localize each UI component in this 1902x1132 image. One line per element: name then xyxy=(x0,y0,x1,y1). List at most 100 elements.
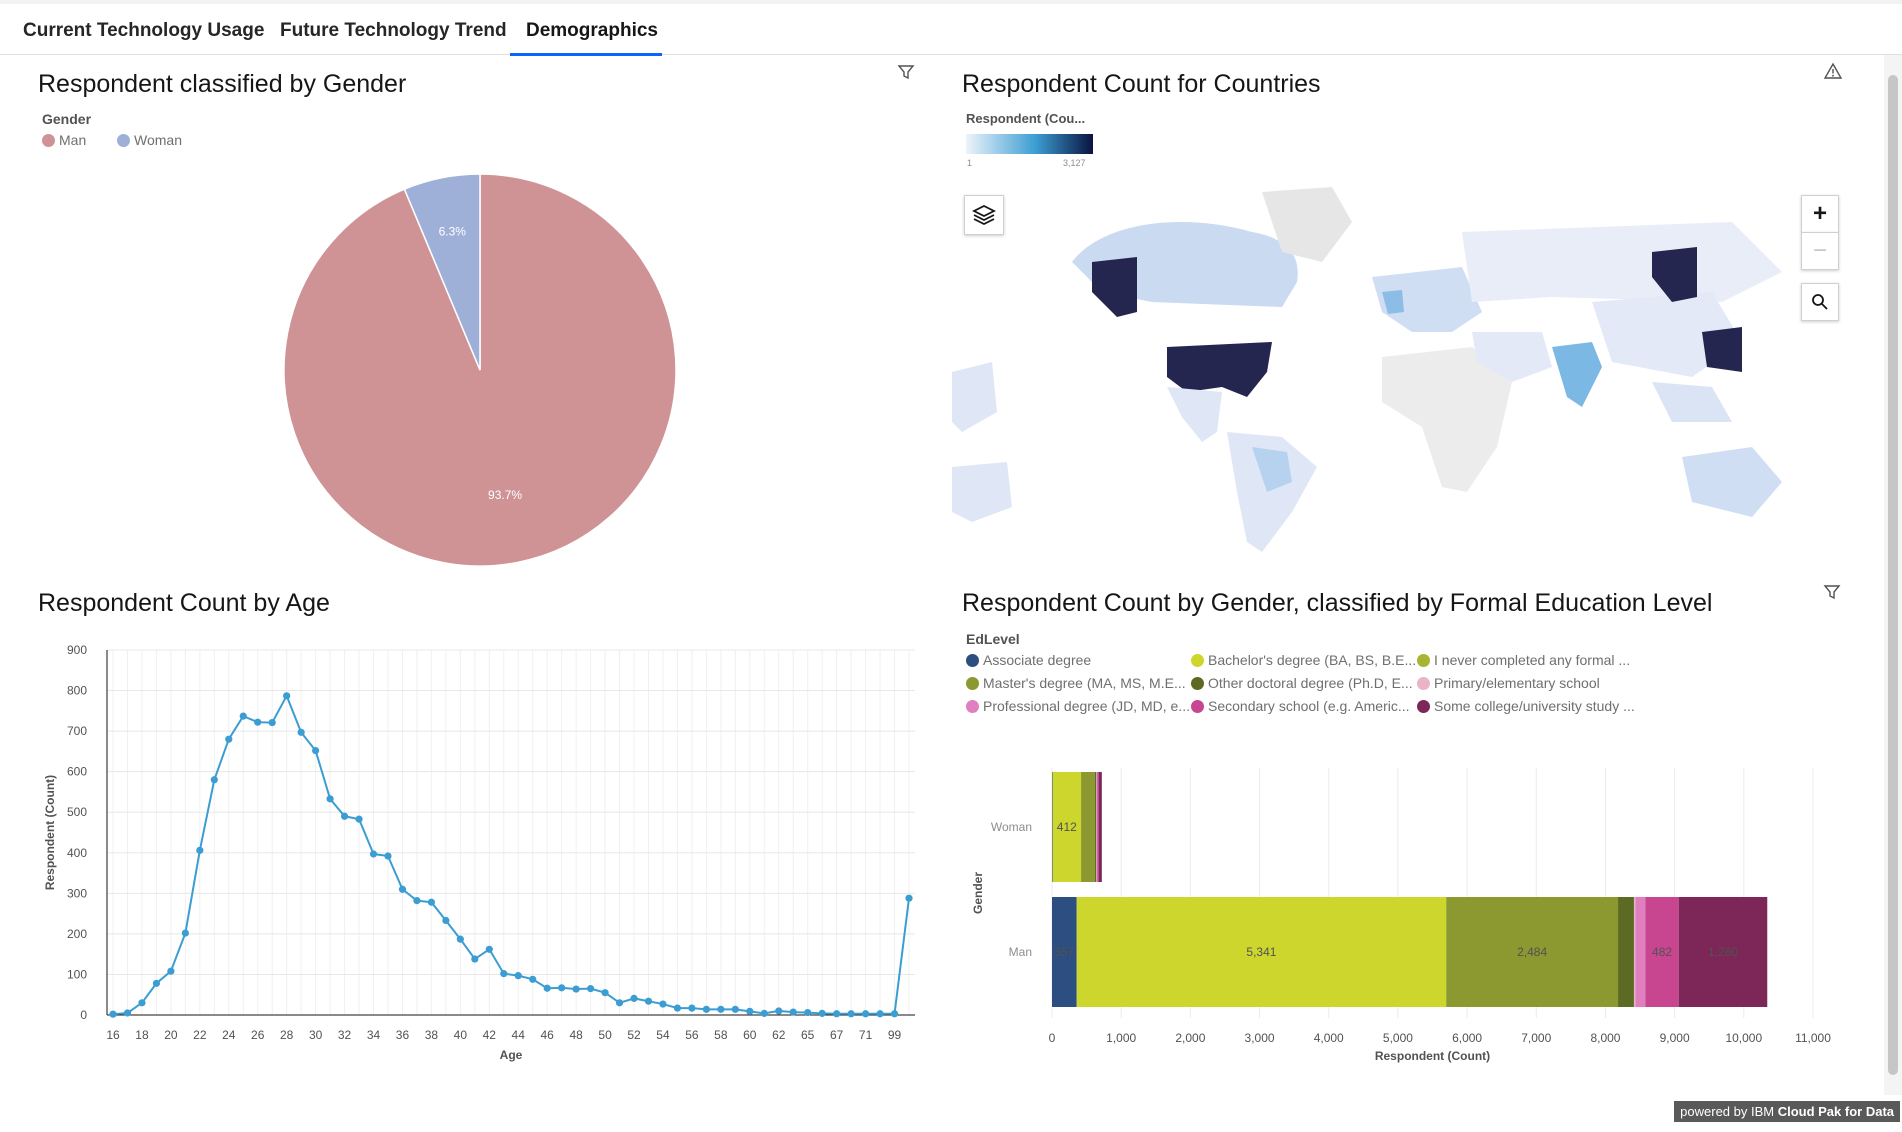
tab-future-technology-trend[interactable]: Future Technology Trend xyxy=(280,20,507,42)
x-tick-label: 42 xyxy=(483,1028,497,1042)
age-data-point xyxy=(732,1006,739,1013)
edu-chart-title: Respondent Count by Gender, classified b… xyxy=(962,589,1712,618)
x-tick-label: 20 xyxy=(164,1028,178,1042)
age-data-point xyxy=(659,1000,666,1007)
y-tick-label: 100 xyxy=(67,967,87,981)
age-data-point xyxy=(283,692,290,699)
active-tab-indicator xyxy=(510,53,662,56)
map-layers-button[interactable] xyxy=(964,195,1004,235)
age-data-point xyxy=(645,998,652,1005)
legend-item-edlevel[interactable]: Some college/university study ... xyxy=(1417,698,1635,714)
region-usa-wrap xyxy=(1702,327,1742,372)
age-data-point xyxy=(211,776,218,783)
x-tick-label: 8,000 xyxy=(1590,1031,1620,1045)
legend-swatch xyxy=(1191,700,1204,713)
y-axis-title: Gender xyxy=(971,872,985,914)
legend-swatch xyxy=(966,654,979,667)
age-data-point xyxy=(717,1006,724,1013)
legend-item-edlevel[interactable]: Bachelor's degree (BA, BS, B.E... xyxy=(1191,652,1416,668)
age-data-point xyxy=(688,1005,695,1012)
legend-item-edlevel[interactable]: Other doctoral degree (Ph.D, E... xyxy=(1191,675,1413,691)
legend-swatch xyxy=(966,677,979,690)
age-data-point xyxy=(544,985,551,992)
x-tick-label: 60 xyxy=(743,1028,757,1042)
tab-current-technology-usage[interactable]: Current Technology Usage xyxy=(23,20,264,42)
minus-icon: − xyxy=(1813,237,1827,265)
age-data-point xyxy=(124,1009,131,1016)
y-tick-label: 0 xyxy=(80,1008,87,1022)
legend-swatch xyxy=(1417,700,1430,713)
age-data-point xyxy=(848,1010,855,1017)
gender-legend-title: Gender xyxy=(42,111,91,127)
y-tick-label: 200 xyxy=(67,927,87,941)
tab-demographics[interactable]: Demographics xyxy=(526,20,658,42)
age-data-point xyxy=(442,917,449,924)
bar-segment xyxy=(1099,772,1102,882)
x-axis-title: Age xyxy=(500,1048,523,1062)
legend-item-edlevel[interactable]: Primary/elementary school xyxy=(1417,675,1600,691)
bar-segment xyxy=(1052,772,1053,882)
x-tick-label: 24 xyxy=(222,1028,236,1042)
legend-item-edlevel[interactable]: Professional degree (JD, MD, e... xyxy=(966,698,1190,714)
map-search-button[interactable] xyxy=(1801,283,1839,321)
age-data-point xyxy=(384,852,391,859)
x-tick-label: 11,000 xyxy=(1795,1031,1831,1045)
y-category-label: Woman xyxy=(991,820,1032,834)
legend-item-edlevel[interactable]: Secondary school (e.g. Americ... xyxy=(1191,698,1410,714)
age-data-point xyxy=(630,995,637,1002)
age-data-point xyxy=(876,1010,883,1017)
age-data-point xyxy=(833,1010,840,1017)
filter-icon[interactable] xyxy=(1823,583,1841,601)
x-tick-label: 4,000 xyxy=(1314,1031,1344,1045)
y-tick-label: 700 xyxy=(67,724,87,738)
age-chart-title: Respondent Count by Age xyxy=(38,589,330,618)
age-data-point xyxy=(254,719,261,726)
world-map[interactable] xyxy=(952,182,1852,562)
age-data-point xyxy=(413,897,420,904)
age-data-point xyxy=(862,1010,869,1017)
age-data-point xyxy=(790,1009,797,1016)
bar-segment xyxy=(1081,772,1095,882)
map-zoom-out-button[interactable]: − xyxy=(1801,232,1839,270)
age-data-point xyxy=(167,968,174,975)
x-tick-label: 65 xyxy=(801,1028,815,1042)
age-data-point xyxy=(225,736,232,743)
pie-slice-label: 6.3% xyxy=(439,225,467,239)
y-tick-label: 300 xyxy=(67,886,87,900)
page-scrollbar[interactable] xyxy=(1884,55,1902,1095)
age-data-point xyxy=(486,946,493,953)
region-russia xyxy=(1462,222,1782,302)
age-data-point xyxy=(269,719,276,726)
legend-item-edlevel[interactable]: Master's degree (MA, MS, M.E... xyxy=(966,675,1186,691)
warning-icon[interactable] xyxy=(1823,62,1843,80)
bar-data-label: 482 xyxy=(1652,945,1672,959)
age-data-point xyxy=(905,895,912,902)
age-data-point xyxy=(674,1005,681,1012)
map-legend-title: Respondent (Cou... xyxy=(966,111,1085,126)
bar-data-label: 412 xyxy=(1057,820,1077,834)
layers-icon xyxy=(971,202,997,228)
y-axis-title: Respondent (Count) xyxy=(43,775,57,890)
x-tick-label: 52 xyxy=(627,1028,641,1042)
map-zoom-in-button[interactable]: + xyxy=(1801,195,1839,232)
scrollbar-thumb[interactable] xyxy=(1888,75,1898,1075)
age-data-point xyxy=(746,1008,753,1015)
bar-data-label: 357 xyxy=(1054,945,1074,959)
legend-item-edlevel[interactable]: Associate degree xyxy=(966,652,1091,668)
age-line-chart: 010020030040050060070080090016 18 20 22 24 26… xyxy=(30,635,930,1075)
age-data-point xyxy=(775,1007,782,1014)
age-data-point xyxy=(355,816,362,823)
filter-icon[interactable] xyxy=(897,63,915,81)
x-tick-label: 46 xyxy=(541,1028,555,1042)
legend-item-man[interactable]: Man xyxy=(42,132,86,148)
legend-item-edlevel[interactable]: I never completed any formal ... xyxy=(1417,652,1630,668)
bar-data-label: 5,341 xyxy=(1246,945,1276,959)
bar-data-label: 2,484 xyxy=(1517,945,1547,959)
legend-label: Professional degree (JD, MD, e... xyxy=(983,698,1190,714)
legend-swatch xyxy=(966,700,979,713)
legend-item-woman[interactable]: Woman xyxy=(117,132,182,148)
legend-swatch xyxy=(42,134,55,147)
x-tick-label: 54 xyxy=(656,1028,670,1042)
age-data-point xyxy=(471,955,478,962)
x-tick-label: 40 xyxy=(454,1028,468,1042)
